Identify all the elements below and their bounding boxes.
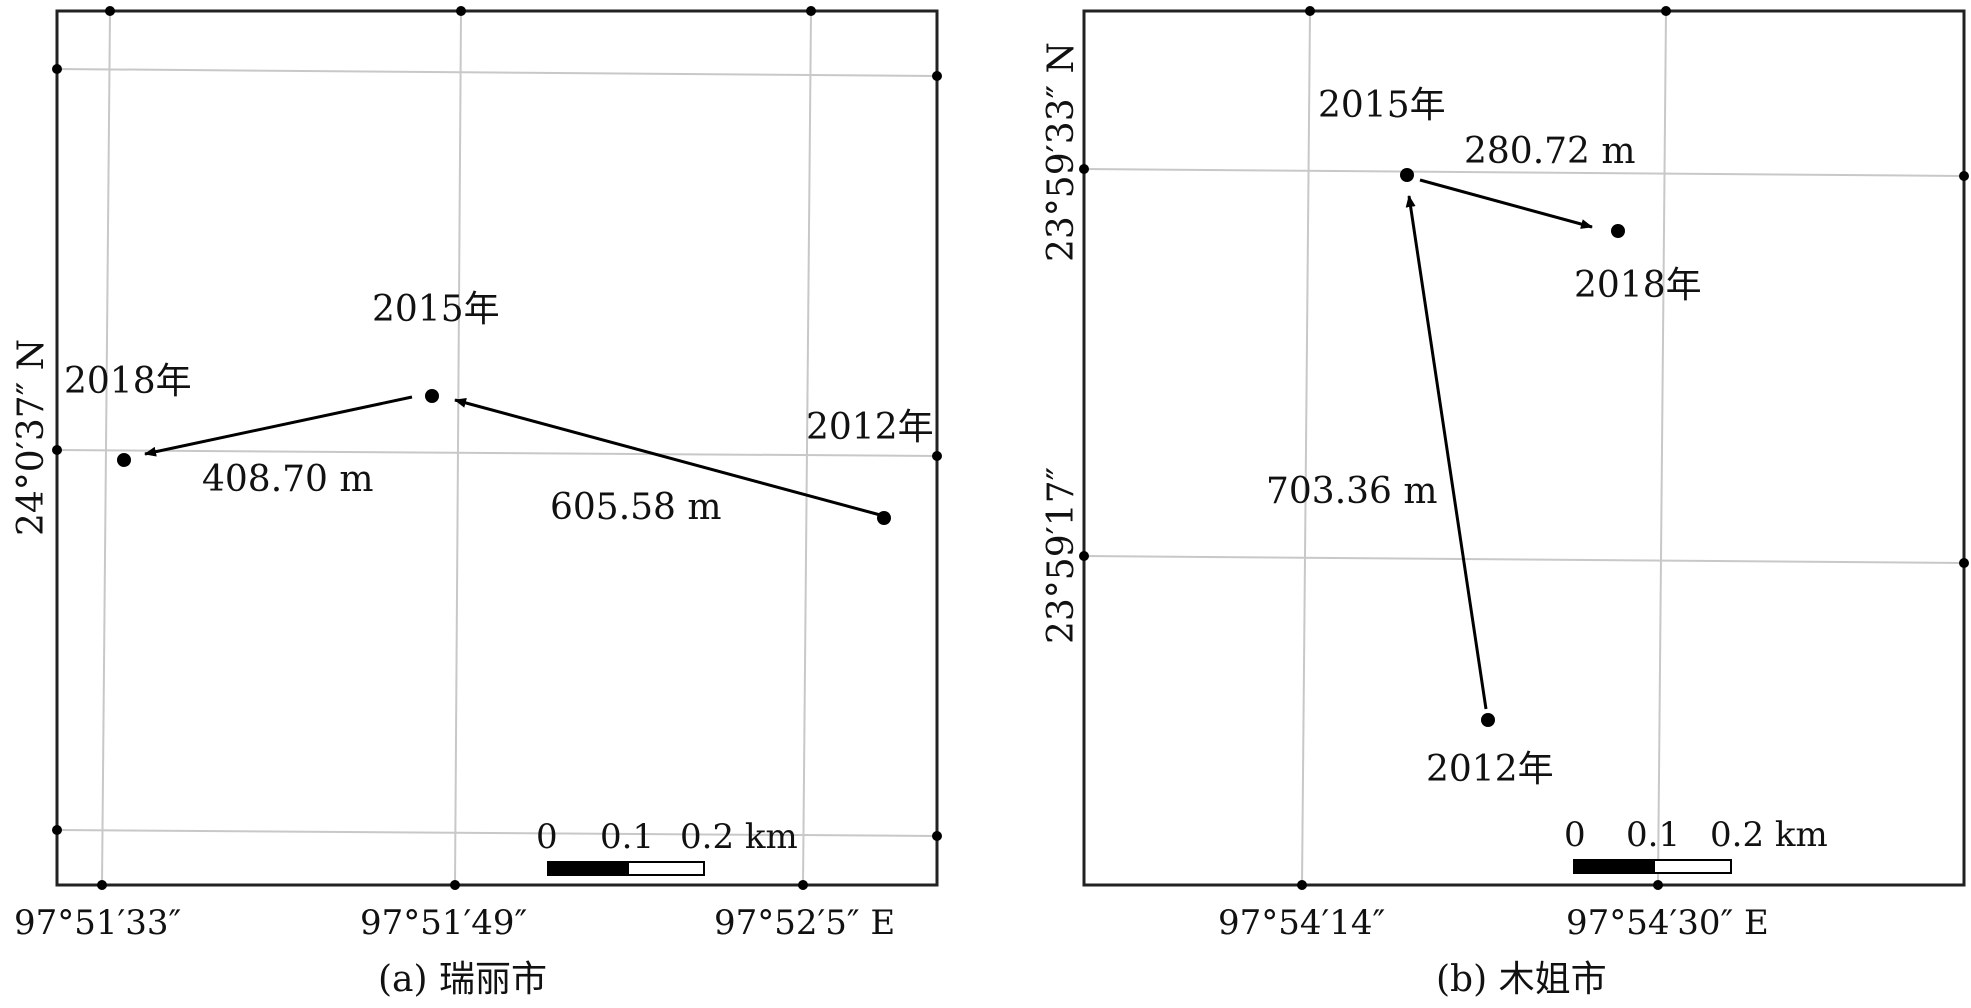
panel-a-arrow-2015-2018 [144, 395, 413, 457]
panel-a-grid-line [56, 829, 938, 837]
panel-a-scale-tick: 0.1 [600, 817, 655, 857]
panel-b-distance-label: 280.72 m [1464, 131, 1636, 172]
panel-b-point-2018-label: 2018年 [1574, 265, 1702, 306]
panel-b-scale-bar-white [1653, 859, 1732, 874]
panel-a-arrow-2012-2015 [454, 398, 885, 518]
panel-a-caption: (a) 瑞丽市 [378, 959, 547, 1000]
panel-b-longitude-label: 97°54′14″ [1218, 903, 1386, 943]
panel-b-point-2018 [1611, 224, 1625, 238]
panel-b-grid-line [1657, 10, 1667, 886]
panel-b-caption: (b) 木姐市 [1436, 959, 1607, 1000]
panel-a-latitude-label: 24°0′37″ N [11, 338, 52, 536]
panel-a-point-2018 [117, 453, 131, 467]
panel-a-grid-line [802, 10, 812, 886]
panel-b-point-2015 [1400, 168, 1414, 182]
panel-b-point-2012 [1481, 713, 1495, 727]
panel-a-grid-line [56, 68, 938, 77]
panel-b-scale-tick: 0 [1564, 815, 1586, 855]
panel-a-map [52, 6, 942, 890]
panel-a-grid-line [101, 10, 111, 886]
panel-b-grid-line [1083, 555, 1965, 564]
panel-a-grid-line [56, 449, 938, 457]
panel-a-frame-ticks [52, 6, 942, 890]
panel-b-distance-label: 703.36 m [1266, 471, 1438, 512]
panel-b-longitude-label: 97°54′30″ E [1566, 903, 1769, 943]
panel-a-scale-tick: 0.2 km [680, 817, 798, 857]
panel-b-grid-line [1301, 10, 1311, 886]
panel-b-frame-ticks [1079, 6, 1969, 890]
panel-a-scale-bar-black [547, 861, 629, 876]
panel-a-longitude-label: 97°51′33″ [14, 903, 182, 943]
panel-a-distance-label: 408.70 m [202, 459, 374, 500]
panel-b-scale-tick: 0.2 km [1710, 815, 1828, 855]
panel-b-frame [1082, 9, 1966, 887]
panel-a-point-2018-label: 2018年 [64, 361, 192, 402]
panel-a-scale-bar-white [627, 861, 705, 876]
panel-a-longitude-label: 97°51′49″ [360, 903, 528, 943]
panel-b-arrow-2012-2015 [1405, 195, 1488, 710]
panel-a-grid-line [454, 10, 462, 886]
panel-a-longitude-label: 97°52′5″ E [714, 903, 896, 943]
panel-a-scale-tick: 0 [536, 817, 558, 857]
panel-b-scale-bar-black [1573, 859, 1655, 874]
panel-a-point-2012-label: 2012年 [806, 407, 934, 448]
panel-b-grid-line [1083, 168, 1965, 177]
panel-b-latitude-label: 23°59′33″ N [1041, 42, 1082, 262]
panel-b-map [1079, 6, 1969, 890]
panel-b-point-2012-label: 2012年 [1426, 749, 1554, 790]
panel-a-point-2015-label: 2015年 [372, 289, 500, 330]
panel-a-point-2015 [425, 389, 439, 403]
panel-b-scale-tick: 0.1 [1626, 815, 1681, 855]
panel-b-arrow-2015-2018 [1419, 178, 1593, 229]
panel-b-point-2015-label: 2015年 [1318, 85, 1446, 126]
panel-b-latitude-label: 23°59′17″ [1041, 466, 1082, 644]
panel-a-point-2012 [877, 511, 891, 525]
panel-a-distance-label: 605.58 m [550, 487, 722, 528]
